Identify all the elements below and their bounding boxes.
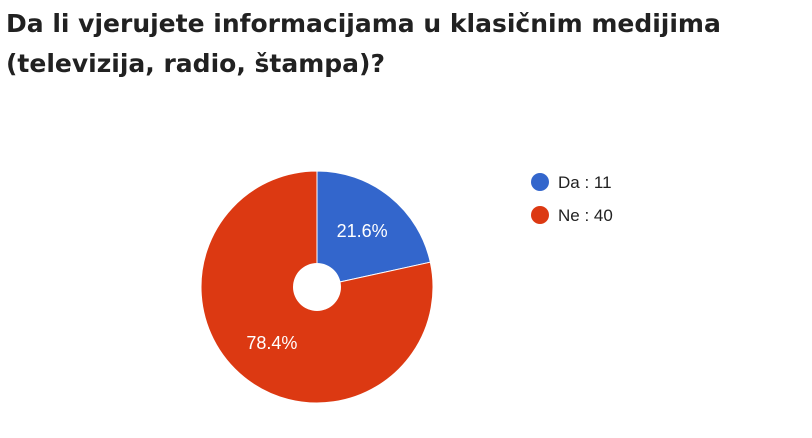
chart-title: Da li vjerujete informacijama u klasični… (6, 4, 796, 84)
slice-label-ne: 78.4% (246, 333, 297, 353)
legend-label-ne: Ne : 40 (558, 206, 613, 225)
chart-title-line-2: (televizija, radio, štampa)? (6, 49, 385, 78)
legend-marker-ne (531, 206, 549, 224)
legend-label-da: Da : 11 (558, 173, 612, 192)
pie-slices (200, 170, 434, 404)
pie-slice-da[interactable] (316, 170, 431, 288)
pie-slice-labels: 21.6% 78.4% (246, 221, 387, 353)
chart-title-line-1: Da li vjerujete informacijama u klasični… (6, 9, 721, 38)
slice-label-da: 21.6% (337, 221, 388, 241)
legend: Da : 11 Ne : 40 (531, 173, 613, 225)
legend-marker-da (531, 173, 549, 191)
pie-slice-ne[interactable] (200, 170, 434, 404)
donut-hole (293, 263, 341, 311)
